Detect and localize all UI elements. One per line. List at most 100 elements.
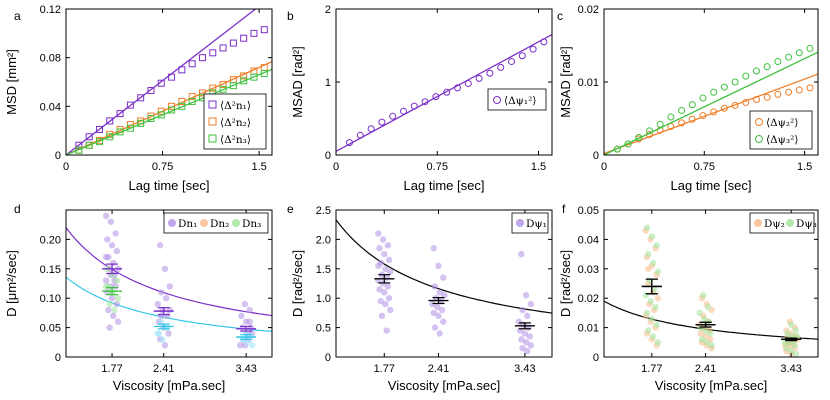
data-point bbox=[377, 297, 384, 305]
legend-label: ⟨Δ²n₁⟩ bbox=[220, 100, 251, 112]
data-point bbox=[436, 289, 443, 296]
data-point bbox=[527, 342, 535, 349]
panel-letter: d bbox=[14, 202, 21, 216]
data-point bbox=[111, 306, 118, 314]
legend-marker bbox=[208, 134, 217, 143]
data-point bbox=[710, 88, 718, 96]
data-point bbox=[178, 97, 186, 105]
data-point bbox=[188, 93, 196, 101]
data-point bbox=[697, 330, 704, 337]
data-point bbox=[157, 107, 165, 115]
data-point bbox=[441, 292, 448, 299]
x-tick-label: 3.43 bbox=[514, 363, 535, 375]
data-point bbox=[238, 312, 245, 320]
data-point bbox=[85, 141, 93, 149]
y-tick-label: 0.12 bbox=[40, 4, 61, 16]
x-axis-label: Lag time [sec] bbox=[671, 178, 752, 193]
data-point bbox=[198, 89, 206, 97]
y-axis-label: MSAD [rad²] bbox=[290, 46, 305, 118]
legend-label: ⟨Δψ₁²⟩ bbox=[504, 95, 536, 107]
panel-e: e 1.77 2.41 3.43 0 0.5 1.0 1.5 2.0 2.5 Viscosity [… bbox=[287, 202, 553, 393]
data-point bbox=[385, 256, 393, 264]
data-point bbox=[486, 69, 494, 77]
legend-marker bbox=[168, 219, 176, 227]
data-point bbox=[108, 242, 116, 249]
plot-frame bbox=[603, 8, 819, 156]
data-point bbox=[438, 306, 446, 314]
data-point bbox=[613, 145, 621, 153]
plot-frame bbox=[335, 209, 553, 358]
data-point bbox=[114, 318, 122, 325]
data-point bbox=[112, 283, 119, 290]
data-point bbox=[104, 236, 111, 243]
data-point bbox=[774, 58, 782, 66]
legend-marker bbox=[755, 118, 763, 126]
data-point bbox=[540, 38, 548, 46]
data-point bbox=[154, 300, 161, 308]
data-point bbox=[651, 286, 658, 293]
data-point bbox=[521, 330, 529, 337]
data-point bbox=[654, 295, 662, 302]
data-point bbox=[126, 101, 134, 109]
data-point bbox=[260, 26, 268, 34]
plot-area bbox=[66, 212, 272, 349]
data-point bbox=[382, 265, 389, 272]
y-tick-label: 0.05 bbox=[578, 205, 599, 217]
panel-letter: c bbox=[557, 9, 563, 23]
data-point bbox=[376, 245, 383, 252]
plot-area bbox=[66, 9, 272, 155]
data-point bbox=[763, 93, 771, 101]
data-point bbox=[385, 295, 393, 302]
data-point bbox=[248, 342, 256, 349]
data-point bbox=[250, 73, 258, 81]
y-axis-label: D [rad²/sec] bbox=[558, 250, 573, 317]
x-tick-label: 1.77 bbox=[101, 363, 122, 375]
data-point bbox=[110, 312, 117, 320]
data-point bbox=[656, 120, 664, 128]
x-axis-label: Viscosity [mPa.sec] bbox=[655, 378, 767, 393]
y-tick-label: 0.08 bbox=[40, 53, 61, 65]
x-axis-label: Viscosity [mPa.sec] bbox=[113, 378, 225, 393]
data-point bbox=[795, 49, 803, 57]
data-point bbox=[652, 303, 659, 311]
data-point bbox=[708, 342, 715, 349]
data-point bbox=[375, 230, 382, 237]
data-point bbox=[475, 74, 483, 82]
data-point bbox=[688, 101, 696, 109]
data-point bbox=[75, 141, 83, 149]
data-point bbox=[688, 115, 696, 123]
data-point bbox=[400, 107, 407, 115]
data-point bbox=[522, 292, 530, 299]
data-point bbox=[678, 119, 686, 127]
y-tick-label: 0.04 bbox=[40, 101, 61, 113]
data-point bbox=[654, 339, 662, 346]
y-tick-label: 0.10 bbox=[40, 293, 61, 305]
plot-area bbox=[604, 224, 818, 357]
data-point bbox=[649, 333, 657, 340]
legend-label: Dn₃ bbox=[242, 218, 261, 230]
plot-area bbox=[604, 44, 818, 155]
data-point bbox=[653, 321, 660, 328]
data-point bbox=[464, 79, 472, 87]
data-point bbox=[137, 119, 145, 127]
data-point bbox=[159, 336, 166, 343]
y-tick-label: 0.20 bbox=[40, 234, 61, 246]
data-point bbox=[443, 88, 451, 96]
legend-box bbox=[163, 212, 269, 234]
data-point bbox=[720, 104, 728, 112]
legend-label: ⟨Δψ₃²⟩ bbox=[766, 134, 798, 146]
plot-area bbox=[336, 219, 552, 355]
legend-label: Dψ₁ bbox=[526, 218, 547, 230]
y-tick-label: 0 bbox=[55, 352, 61, 364]
data-point bbox=[763, 63, 771, 71]
data-point bbox=[188, 60, 196, 68]
data-point bbox=[731, 78, 739, 86]
data-point bbox=[108, 295, 116, 302]
data-point bbox=[110, 259, 117, 267]
y-tick-label: 1.5 bbox=[316, 264, 331, 276]
data-point bbox=[246, 318, 253, 325]
data-point bbox=[654, 268, 662, 275]
y-tick-label: 0 bbox=[55, 150, 61, 162]
x-tick-label: 0.75 bbox=[152, 161, 173, 173]
